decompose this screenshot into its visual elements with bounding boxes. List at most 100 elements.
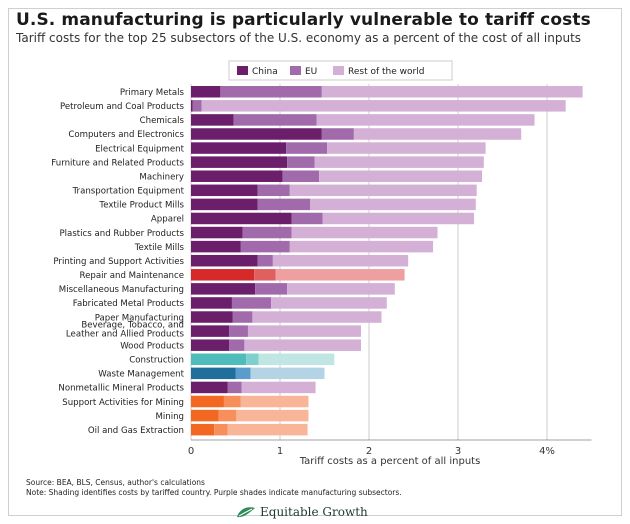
x-tick-label: 0 — [188, 446, 194, 457]
bar-segment-rest-of-world — [250, 367, 325, 380]
category-label: Printing and Support Activities — [53, 257, 184, 267]
bar-segment-eu — [240, 240, 290, 253]
bar-segment-eu — [235, 367, 251, 380]
bar-segment-china — [191, 142, 287, 154]
bar-segment-eu — [246, 353, 259, 366]
category-label: Fabricated Metal Products — [73, 299, 185, 309]
bar-segment-eu — [229, 325, 248, 337]
bar-segment-rest-of-world — [310, 198, 476, 211]
bar-segment-eu — [232, 311, 253, 323]
bar-segment-china — [191, 254, 258, 267]
category-label: Plastics and Rubber Products — [59, 229, 184, 239]
bar-segment-rest-of-world — [201, 100, 566, 112]
bar-segment-china — [191, 409, 219, 422]
category-label: Primary Metals — [120, 88, 185, 98]
bar-segment-china — [191, 170, 283, 182]
category-label: Textile Mills — [134, 243, 185, 253]
category-label: Petroleum and Coal Products — [60, 102, 185, 112]
bar-segment-eu — [257, 184, 290, 197]
bar-segment-eu — [257, 254, 273, 267]
bar-segment-eu — [218, 409, 237, 422]
brand-logo: Equitable Growth — [236, 505, 368, 519]
bar-segment-eu — [291, 212, 323, 225]
bar-segment-rest-of-world — [247, 325, 361, 337]
bar-segment-rest-of-world — [353, 128, 522, 140]
bar-segment-eu — [214, 423, 228, 436]
category-label: Computers and Electronics — [68, 130, 184, 140]
chart-title: U.S. manufacturing is particularly vulne… — [16, 10, 591, 30]
category-label: Apparel — [151, 215, 184, 225]
brand-name: Equitable Growth — [260, 505, 368, 519]
x-tick-label: 3 — [455, 446, 461, 457]
bar-segment-rest-of-world — [289, 240, 434, 253]
bar-segment-china — [191, 339, 230, 351]
source-note: Source: BEA, BLS, Census, author's calcu… — [26, 478, 402, 498]
bar-segment-rest-of-world — [258, 353, 335, 366]
legend-swatch — [237, 66, 248, 75]
bar-segment-china — [191, 423, 215, 436]
bar-segment-eu — [257, 198, 311, 211]
category-label: Wood Products — [120, 341, 184, 351]
bar-segment-eu — [227, 381, 242, 394]
x-tick-label: 2 — [366, 446, 372, 457]
category-label: Leather and Allied Products — [66, 329, 185, 339]
category-label: Chemicals — [140, 116, 185, 126]
category-label: Construction — [129, 356, 184, 366]
bar-segment-rest-of-world — [236, 409, 309, 422]
bar-segment-rest-of-world — [291, 226, 438, 239]
legend-swatch — [290, 66, 301, 75]
category-label: Textile Product Mills — [98, 201, 184, 211]
category-label: Waste Management — [98, 370, 184, 380]
bar-segment-eu — [233, 114, 317, 126]
bar-segment-rest-of-world — [314, 156, 484, 168]
bar-segment-china — [191, 184, 258, 197]
bar-segment-rest-of-world — [240, 395, 309, 408]
legend-label: EU — [305, 67, 317, 77]
bar-segment-china — [191, 381, 228, 394]
bar-segment-rest-of-world — [271, 297, 387, 309]
bar-segment-eu — [321, 128, 354, 140]
bar-segment-eu — [223, 395, 241, 408]
category-label: Repair and Maintenance — [80, 271, 185, 281]
bar-segment-china — [191, 240, 241, 253]
bar-segment-eu — [286, 142, 328, 154]
bar-segment-rest-of-world — [327, 142, 486, 154]
bar-chart: 0 1 2 3 4% Tariff costs as a percent of all i… — [51, 60, 592, 467]
bar-segment-china — [191, 114, 234, 126]
category-label: Nonmetallic Mineral Products — [58, 384, 184, 394]
bar-segment-china — [191, 367, 236, 380]
bar-segment-rest-of-world — [289, 184, 477, 197]
category-label: Electrical Equipment — [95, 144, 185, 154]
bar-segment-rest-of-world — [321, 86, 583, 98]
bar-segment-china — [191, 353, 247, 366]
legend-swatch — [333, 66, 344, 75]
category-label: Oil and Gas Extraction — [88, 426, 184, 436]
legend-label: China — [252, 67, 278, 77]
bar-segment-rest-of-world — [241, 381, 316, 394]
leaf-icon — [237, 506, 255, 517]
bar-segment-china — [191, 198, 258, 211]
bar-segment-eu — [255, 283, 288, 295]
bar-segment-rest-of-world — [319, 170, 483, 182]
category-label: Mining — [155, 412, 184, 422]
source-text: Source: BEA, BLS, Census, author's calcu… — [26, 478, 205, 487]
chart-frame — [8, 8, 622, 516]
bar-segment-china — [191, 297, 232, 309]
bar-segment-rest-of-world — [275, 269, 405, 281]
x-tick-label: 1 — [277, 446, 283, 457]
chart-subtitle: Tariff costs for the top 25 subsectors o… — [16, 31, 582, 45]
bar-segment-rest-of-world — [287, 283, 395, 295]
bar-segment-rest-of-world — [322, 212, 475, 225]
x-axis-label: Tariff costs as a percent of all inputs — [299, 456, 481, 467]
bar-segment-china — [191, 212, 292, 225]
category-label: Miscellaneous Manufacturing — [59, 285, 184, 295]
category-label: Paper Manufacturing — [95, 313, 184, 323]
bar-segment-china — [191, 226, 243, 239]
bar-segment-china — [191, 311, 233, 323]
bar-segment-china — [191, 283, 256, 295]
bar-segment-eu — [242, 226, 292, 239]
bar-segment-eu — [231, 297, 272, 309]
category-label: Beverage, Tobacco, and — [81, 320, 184, 330]
bar-segment-eu — [220, 86, 322, 98]
category-label: Support Activities for Mining — [62, 398, 184, 408]
